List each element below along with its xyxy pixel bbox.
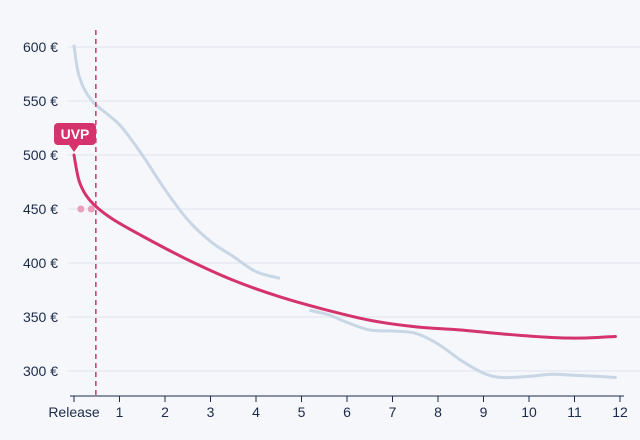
x-tick-label: 4 <box>252 404 260 420</box>
x-tick-label: 6 <box>343 404 351 420</box>
x-tick-label: 12 <box>612 404 628 420</box>
uvp-label: UVP <box>61 126 90 142</box>
x-tick-label: 1 <box>116 404 124 420</box>
series-line <box>72 44 281 280</box>
data-dot <box>87 205 95 213</box>
series-line <box>309 309 617 380</box>
x-tick-label: Release <box>48 404 100 420</box>
y-tick-label: 600 € <box>23 39 58 55</box>
y-axis-tick-labels: 600 € 550 € 500 € 450 € 400 € 350 € 300 € <box>23 39 58 379</box>
x-tick-label: 9 <box>480 404 488 420</box>
series-line <box>72 153 617 340</box>
grid-lines <box>68 46 640 372</box>
uvp-label-pointer <box>69 145 79 152</box>
y-tick-label: 300 € <box>23 363 58 379</box>
uvp-callout: UVP <box>54 123 96 152</box>
x-axis: Release 1 2 3 4 5 6 7 8 9 10 11 12 <box>48 395 628 420</box>
x-tick-label: 8 <box>434 404 442 420</box>
y-tick-label: 350 € <box>23 309 58 325</box>
x-tick-label: 2 <box>161 404 169 420</box>
x-tick-label: 5 <box>298 404 306 420</box>
x-tick-label: 10 <box>521 404 537 420</box>
y-tick-label: 400 € <box>23 255 58 271</box>
x-tick-label: 11 <box>567 404 582 420</box>
y-tick-label: 500 € <box>23 147 58 163</box>
y-tick-label: 450 € <box>23 201 58 217</box>
x-tick-label: 3 <box>207 404 215 420</box>
uvp-label-box <box>54 123 96 145</box>
y-tick-label: 550 € <box>23 93 58 109</box>
price-series <box>72 44 617 380</box>
x-tick-label: 7 <box>389 404 397 420</box>
data-dots <box>77 205 95 213</box>
data-dot <box>77 205 85 213</box>
